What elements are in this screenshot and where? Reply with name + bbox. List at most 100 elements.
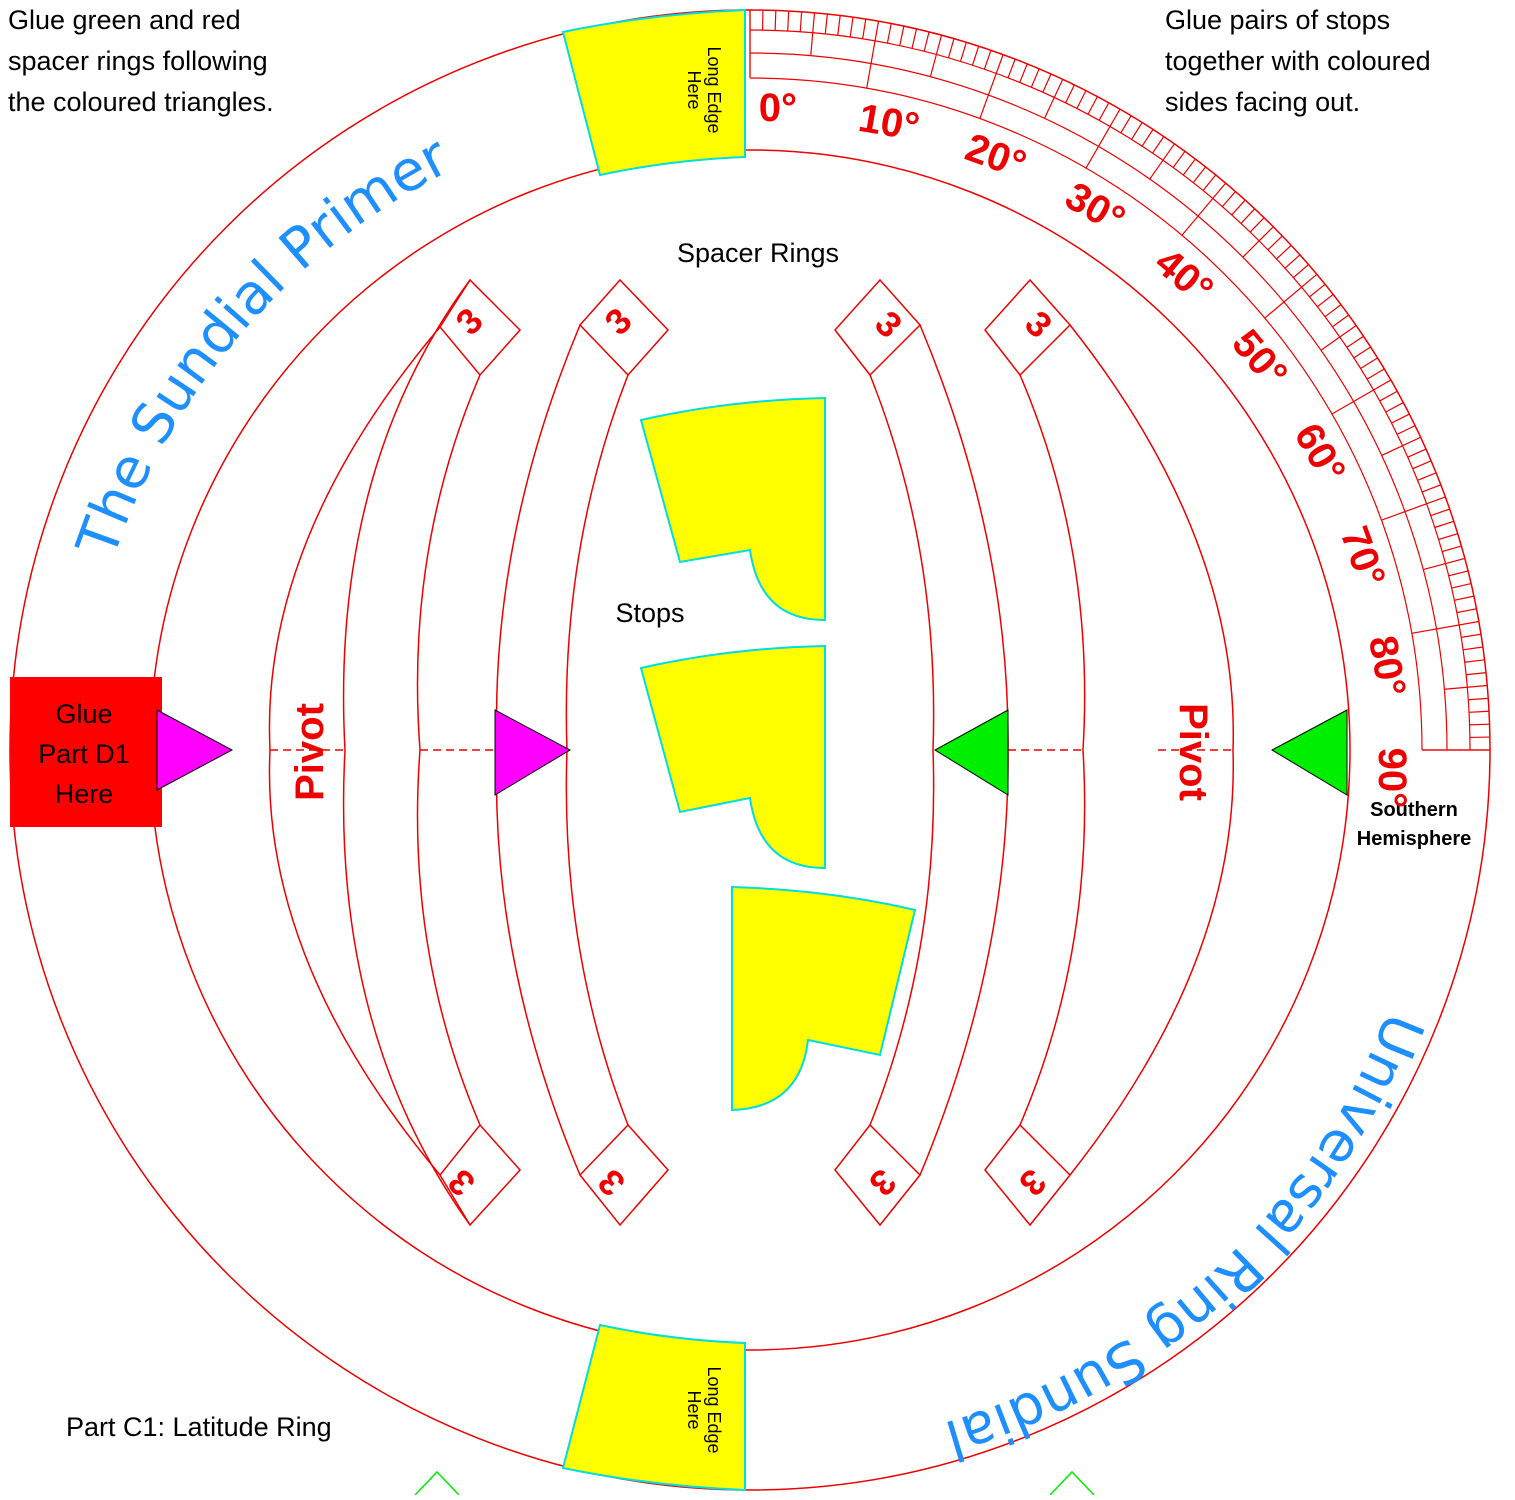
scale-minor-tick <box>1386 403 1404 412</box>
scale-minor-tick <box>1183 159 1195 175</box>
scale-minor-tick <box>850 17 853 37</box>
note-glue-stops-line-1: Glue pairs of stops <box>1165 0 1431 41</box>
scale-minor-tick <box>1465 660 1485 662</box>
ring-number-8: 3 <box>1011 1161 1054 1204</box>
scale-minor-tick <box>1347 336 1364 347</box>
scale-minor-tick <box>1121 116 1131 133</box>
ring-number-2: 3 <box>597 300 640 343</box>
scale-mid-tick <box>1045 79 1063 118</box>
scale-minor-tick <box>1469 711 1489 712</box>
scale-minor-tick <box>775 10 776 30</box>
scale-minor-tick <box>825 14 827 34</box>
title-top: The Sundial Primer <box>64 124 459 566</box>
green-mark-bottom-left <box>415 1472 459 1495</box>
glue-tab-line-3: Here <box>55 779 114 809</box>
latitude-label-70: 70° <box>1332 521 1394 593</box>
scale-minor-tick <box>1203 175 1216 191</box>
scale-minor-tick <box>1332 315 1348 327</box>
scale-minor-tick <box>838 16 840 36</box>
latitude-label-80: 80° <box>1360 632 1414 699</box>
scale-mid-tick <box>1382 437 1421 455</box>
green-triangle-inner <box>935 710 1008 795</box>
scale-minor-tick <box>1461 634 1481 637</box>
latitude-label-90: 90° <box>1370 748 1414 809</box>
scale-minor-tick <box>1310 284 1326 297</box>
latitude-label-30: 30° <box>1058 174 1132 242</box>
scale-arc-middle <box>750 53 1447 750</box>
scale-minor-tick <box>1470 724 1490 725</box>
latitude-label-40: 40° <box>1147 240 1222 313</box>
green-triangle-outer <box>1272 710 1347 795</box>
scale-major-tick <box>1332 380 1391 414</box>
scale-minor-tick <box>1317 294 1333 306</box>
latitude-label-0: 0° <box>759 86 797 130</box>
scale-minor-tick <box>1435 521 1454 527</box>
hemisphere-line-2: Hemisphere <box>1357 828 1472 850</box>
scale-minor-tick <box>1066 85 1075 103</box>
glue-tab-line-1: Glue <box>55 699 112 729</box>
note-glue-stops-line-2: together with coloured <box>1165 41 1431 82</box>
scale-minor-tick <box>1077 91 1086 109</box>
scale-minor-tick <box>1153 137 1164 154</box>
scale-minor-tick <box>1099 103 1109 120</box>
scale-minor-tick <box>1193 167 1205 183</box>
scale-minor-tick <box>1285 255 1300 268</box>
scale-minor-tick <box>887 24 891 44</box>
note-glue-stops-line-3: sides facing out. <box>1165 82 1431 123</box>
scale-minor-tick <box>1008 59 1015 78</box>
scale-major-tick <box>980 55 1003 119</box>
scale-minor-tick <box>1431 509 1450 516</box>
ring-number-6: 3 <box>590 1161 633 1204</box>
latitude-label-50: 50° <box>1223 322 1296 397</box>
scale-mid-tick <box>811 13 815 56</box>
scale-minor-tick <box>1380 391 1397 401</box>
scale-minor-tick <box>1468 698 1488 699</box>
ring-number-7: 3 <box>861 1161 904 1204</box>
latitude-label-10: 10° <box>855 96 922 150</box>
scale-minor-tick <box>1454 596 1474 600</box>
stops-label: Stops <box>615 598 684 628</box>
scale-minor-tick <box>1463 647 1483 650</box>
scale-minor-tick <box>1367 369 1384 379</box>
scale-mid-tick <box>1150 144 1175 179</box>
title-bottom-text: Universal Ring Sundial <box>938 1005 1435 1473</box>
ring-number-1: 3 <box>448 300 491 343</box>
latitude-label-60: 60° <box>1286 416 1354 490</box>
scale-minor-tick <box>1277 245 1292 259</box>
scale-minor-tick <box>1449 571 1468 576</box>
scale-minor-tick <box>1413 461 1431 469</box>
scale-minor-tick <box>972 46 978 65</box>
scale-minor-tick <box>1268 236 1282 250</box>
scale-mid-tick <box>1444 686 1487 690</box>
title-bottom: Universal Ring Sundial <box>938 1005 1435 1473</box>
scale-minor-tick <box>1408 449 1426 457</box>
scale-minor-tick <box>1020 64 1027 83</box>
scale-minor-tick <box>924 32 929 51</box>
scale-minor-tick <box>1325 305 1341 317</box>
stops <box>641 398 915 1110</box>
scale-minor-tick <box>1173 151 1185 167</box>
title-top-text: The Sundial Primer <box>64 124 459 566</box>
ring-number-3: 3 <box>867 303 910 346</box>
scale-minor-tick <box>1354 347 1371 358</box>
scale-minor-tick <box>1088 97 1097 115</box>
scale-major-tick <box>1412 622 1479 634</box>
scale-minor-tick <box>900 26 904 46</box>
scale-mid-tick <box>1243 227 1273 257</box>
scale-minor-tick <box>1422 485 1441 492</box>
scale-minor-tick <box>1241 209 1255 224</box>
scale-minor-tick <box>1222 192 1235 207</box>
note-glue-rings-line-1: Glue green and red <box>8 0 274 41</box>
pivot-label-left: Pivot <box>288 703 332 801</box>
stop-1 <box>641 398 825 620</box>
scale-minor-tick <box>1132 122 1143 139</box>
scale-minor-tick <box>1293 265 1308 278</box>
scale-minor-tick <box>1418 473 1437 480</box>
long-edge-bottom-line-1: Long Edge <box>704 1366 724 1453</box>
note-glue-rings-line-2: spacer rings following <box>8 41 274 82</box>
scale-minor-tick <box>1397 426 1415 435</box>
stop-2 <box>641 646 825 868</box>
scale-minor-tick <box>912 29 916 48</box>
